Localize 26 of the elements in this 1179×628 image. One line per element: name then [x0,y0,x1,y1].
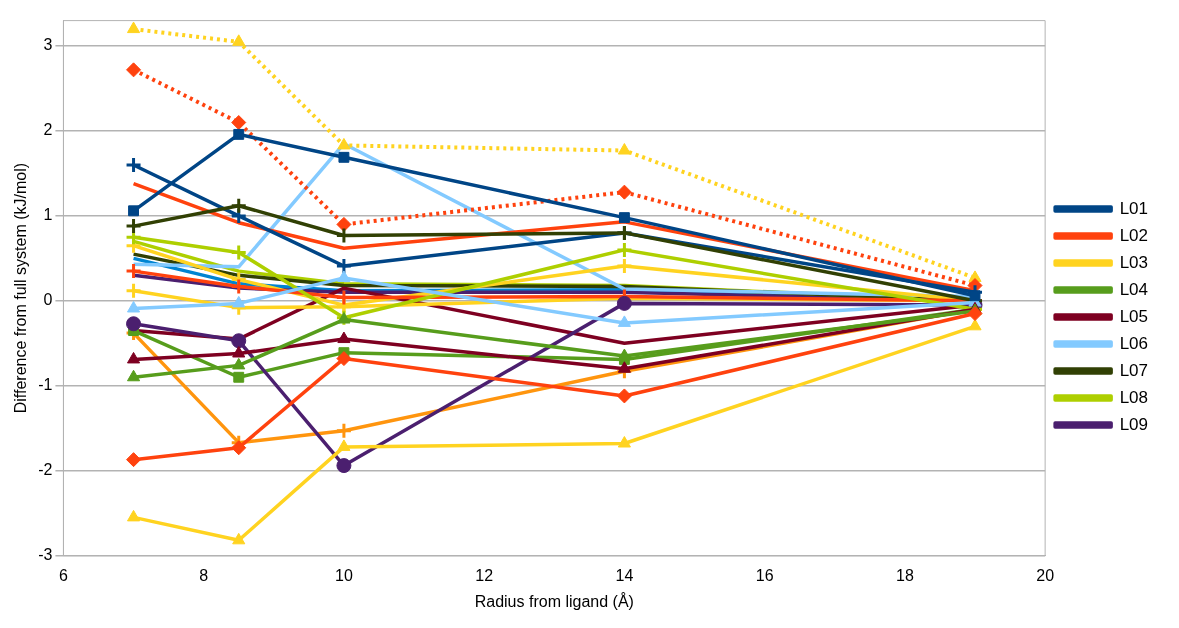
x-tick-label: 6 [58,566,68,584]
y-tick-label: 0 [43,291,53,309]
legend-label: L02 [1119,225,1149,245]
x-axis-title: Radius from ligand (Å) [474,591,634,610]
x-tick-label: 18 [895,566,914,584]
x-tick-label: 20 [1036,566,1055,584]
y-tick-label: 2 [43,121,53,139]
y-tick-label: -2 [38,461,53,479]
y-tick-label: -3 [38,546,53,564]
legend-label: L01 [1119,198,1149,218]
legend-label: L09 [1119,414,1149,434]
legend-label: L04 [1119,279,1149,299]
x-tick-label: 14 [615,566,634,584]
legend-label: L07 [1119,360,1149,380]
x-tick-label: 10 [335,566,353,584]
y-tick-label: 3 [43,36,53,54]
x-tick-label: 16 [755,566,774,584]
legend-label: L03 [1119,252,1149,272]
legend-label: L06 [1119,333,1149,353]
y-axis-title: Difference from full system (kJ/mol) [12,162,30,414]
legend-label: L05 [1119,306,1149,326]
x-tick-label: 12 [475,566,494,584]
legend-label: L08 [1119,387,1149,407]
y-tick-label: 1 [43,206,53,224]
y-tick-label: -1 [38,376,53,394]
x-tick-label: 8 [199,566,209,584]
